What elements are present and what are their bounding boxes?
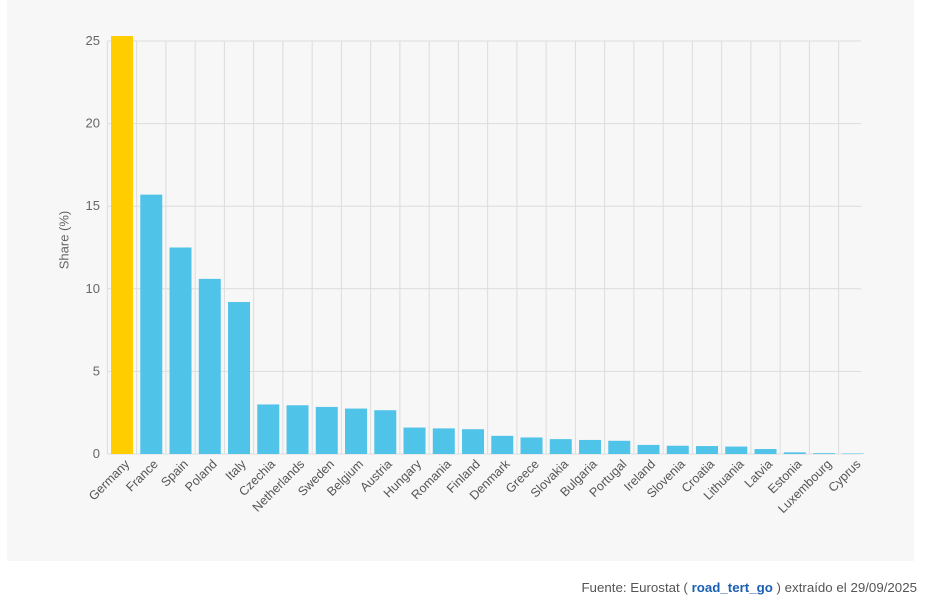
svg-text:10: 10 — [86, 281, 100, 296]
svg-text:25: 25 — [86, 33, 100, 48]
svg-text:15: 15 — [86, 198, 100, 213]
svg-text:0: 0 — [93, 446, 100, 461]
svg-text:20: 20 — [86, 116, 100, 131]
svg-text:5: 5 — [93, 363, 100, 378]
